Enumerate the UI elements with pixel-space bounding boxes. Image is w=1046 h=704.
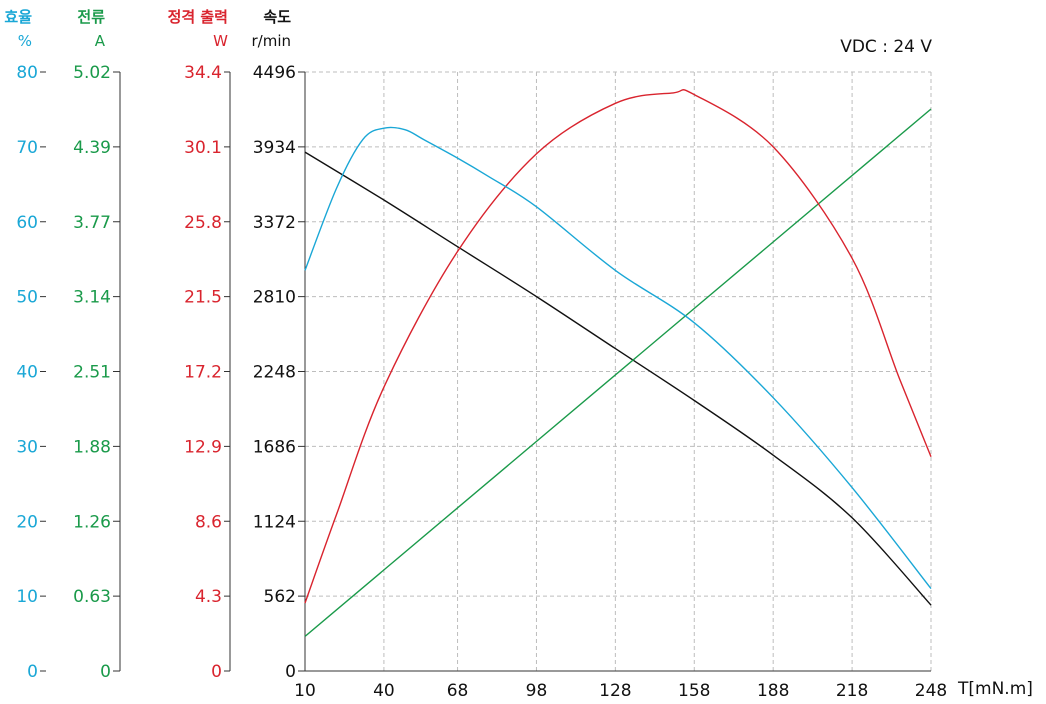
x-tick-label: 98 xyxy=(526,681,548,701)
current-tick-label: 1.88 xyxy=(73,437,111,457)
x-tick-label: 248 xyxy=(915,681,947,701)
x-tick-label: 218 xyxy=(836,681,868,701)
speed-tick-label: 0 xyxy=(285,662,296,682)
grid xyxy=(305,71,932,671)
curves xyxy=(304,89,932,637)
current-tick-label: 4.39 xyxy=(73,138,111,158)
speed-tick-label: 562 xyxy=(264,587,296,607)
efficiency-axis-unit: % xyxy=(18,32,32,50)
speed-curve xyxy=(304,151,932,606)
current-axis-unit: A xyxy=(95,32,106,50)
power-axis-title: 정격 출력 xyxy=(168,8,228,26)
speed-tick-label: 3372 xyxy=(253,213,296,233)
current-tick-label: 2.51 xyxy=(73,363,111,383)
x-tick-label: 40 xyxy=(373,681,395,701)
x-tick-label: 158 xyxy=(678,681,710,701)
speed-tick-label: 1686 xyxy=(253,437,296,457)
efficiency-tick-label: 70 xyxy=(16,138,38,158)
efficiency-tick-label: 40 xyxy=(16,363,38,383)
speed-axis-title: 속도 xyxy=(263,8,291,26)
power-tick-label: 8.6 xyxy=(195,512,222,532)
speed-axis-unit: r/min xyxy=(251,32,291,50)
power-tick-label: 30.1 xyxy=(184,138,222,158)
speed-tick-label: 4496 xyxy=(253,63,296,83)
x-tick-label: 10 xyxy=(294,681,316,701)
current-curve xyxy=(304,108,932,637)
x-tick-label: 68 xyxy=(447,681,469,701)
efficiency-tick-label: 80 xyxy=(16,63,38,83)
efficiency-tick-label: 10 xyxy=(16,587,38,607)
speed-tick-label: 1124 xyxy=(253,512,296,532)
speed-tick-label: 3934 xyxy=(253,138,296,158)
power-tick-label: 34.4 xyxy=(184,63,222,83)
current-axis-title: 전류 xyxy=(77,8,105,26)
power-tick-label: 0 xyxy=(211,662,222,682)
power-tick-label: 25.8 xyxy=(184,213,222,233)
current-tick-label: 5.02 xyxy=(73,63,111,83)
power-tick-label: 4.3 xyxy=(195,587,222,607)
efficiency-curve xyxy=(304,126,932,590)
current-tick-label: 1.26 xyxy=(73,512,111,532)
vdc-note: VDC : 24 V xyxy=(840,37,932,57)
power-tick-label: 21.5 xyxy=(184,288,222,308)
efficiency-tick-label: 30 xyxy=(16,437,38,457)
x-tick-label: 128 xyxy=(599,681,631,701)
efficiency-tick-label: 0 xyxy=(27,662,38,682)
efficiency-axis-title: 효율 xyxy=(4,8,32,26)
labels: 10 40 68 98 128 158 188 218 24880706050403020100… xyxy=(4,8,947,701)
efficiency-tick-label: 60 xyxy=(16,213,38,233)
power-axis-unit: W xyxy=(213,32,228,50)
axes xyxy=(40,71,931,672)
power-tick-label: 12.9 xyxy=(184,437,222,457)
efficiency-tick-label: 50 xyxy=(16,288,38,308)
x-axis-label: T[mN.m] xyxy=(957,679,1033,699)
x-tick-label: 188 xyxy=(757,681,789,701)
power-curve xyxy=(304,89,932,604)
current-tick-label: 0.63 xyxy=(73,587,111,607)
current-tick-label: 0 xyxy=(100,662,111,682)
power-tick-label: 17.2 xyxy=(184,363,222,383)
current-tick-label: 3.77 xyxy=(73,213,111,233)
current-tick-label: 3.14 xyxy=(73,288,111,308)
speed-tick-label: 2810 xyxy=(253,288,296,308)
efficiency-tick-label: 20 xyxy=(16,512,38,532)
speed-tick-label: 2248 xyxy=(253,363,296,383)
